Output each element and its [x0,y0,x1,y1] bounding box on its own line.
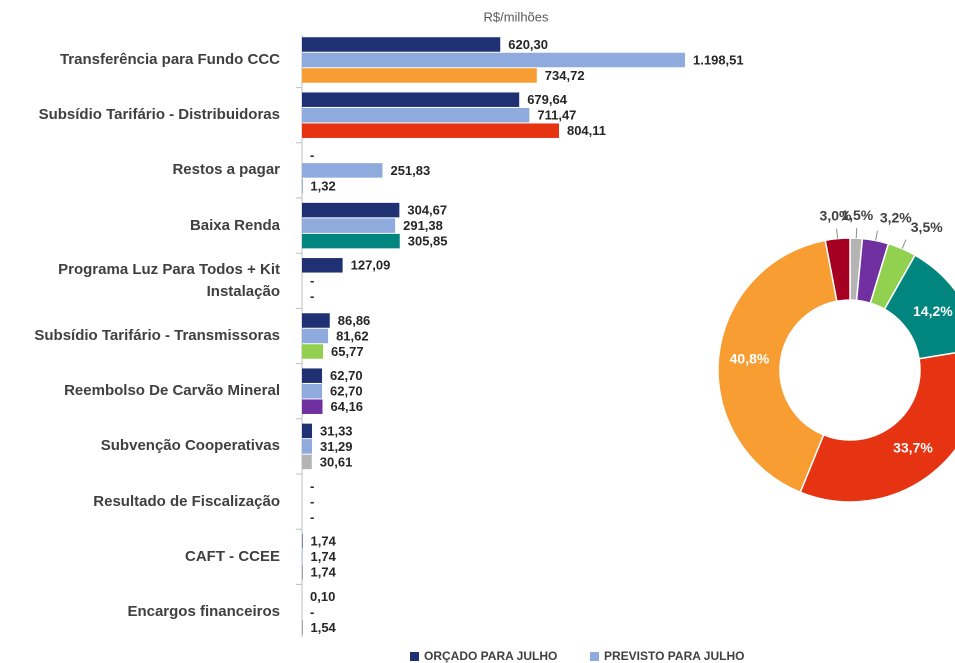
donut-slice [799,352,955,503]
slice-label: 3,5% [911,219,943,235]
bar [302,202,400,218]
value-label: 679,64 [527,92,568,107]
axis-label: R$/milhões [483,9,549,24]
bar [302,92,520,107]
value-label: 804,11 [567,123,606,138]
legend-label: PREVISTO PARA JULHO [604,649,744,663]
value-label: 64,16 [331,399,364,414]
donut-slice [824,237,851,303]
value-label: 1,54 [310,620,336,635]
slice-label: 3,0% [820,207,852,223]
leader-line [875,230,879,241]
bar [302,52,686,68]
bar [302,549,303,565]
category-label: Subvenção Cooperativas [100,437,280,455]
value-label: 734,72 [545,68,585,83]
slice-label: 1,5% [841,207,873,223]
category-label: Resultado de Fiscalização [93,492,280,510]
value-label: 31,29 [320,439,353,454]
value-label: 251,83 [390,163,430,178]
slice-label: 3,2% [880,210,912,226]
bar [302,344,324,359]
bar [302,565,303,580]
value-label: 65,77 [331,344,364,359]
category-label: Reembolso De Carvão Mineral [64,382,280,400]
category-label: Restos a pagar [172,161,280,179]
legend-swatch [590,652,599,661]
category-label: Baixa Renda [189,216,280,234]
donut-slice [883,254,955,360]
value-label: 81,62 [336,328,369,343]
category-label: Subsídio Tarifário - Distribuidoras [38,106,280,124]
bar [302,423,313,439]
donut-slice [717,239,838,494]
bar [302,258,343,273]
value-label: 291,38 [403,218,443,233]
value-label: 1,74 [311,565,337,580]
bar [302,399,323,414]
value-label: 711,47 [537,108,576,123]
category-label: Encargos financeiros [127,603,280,620]
value-label: 620,30 [508,37,548,52]
bar [302,107,530,123]
bar [302,68,537,83]
value-label: 86,86 [338,313,371,328]
legend-label: ORÇADO PARA JULHO [424,649,557,663]
value-label: 1.198,51 [693,52,744,67]
bar [302,439,312,454]
value-label: - [310,273,314,288]
category-label: CAFT - CCEE [185,547,280,565]
value-label: 31,33 [320,423,353,438]
category-label: Transferência para Fundo CCC [59,51,280,68]
value-label: 127,09 [351,258,391,273]
bar [302,368,323,383]
leader-line [836,228,839,239]
value-label: 62,70 [330,368,363,383]
category-label: Programa Luz Para Todos + Kit Instalação [58,260,280,300]
leader-line [901,239,907,249]
bar [302,328,329,344]
value-label: - [310,510,314,525]
bar [302,163,383,178]
value-label: - [310,604,314,619]
value-label: 62,70 [330,384,363,399]
value-label: 1,32 [310,178,335,193]
value-label: - [310,494,314,509]
value-label: - [310,147,314,162]
bar [302,313,330,328]
legend-swatch [410,652,419,661]
value-label: - [310,479,314,494]
bar [302,454,312,470]
slice-label: 33,7% [893,440,933,456]
value-label: 30,61 [320,454,353,469]
bar [302,383,323,399]
value-label: 1,74 [311,549,337,564]
value-label: - [310,289,314,304]
value-label: 1,74 [311,534,337,549]
category-label: Subsídio Tarifário - Transmissoras [34,327,280,344]
bar [302,123,559,138]
value-label: 305,85 [408,234,448,249]
value-label: 304,67 [407,203,447,218]
slice-label: 14,2% [913,303,953,319]
bar [302,218,396,233]
value-label: 0,10 [310,589,335,604]
bar [302,534,303,549]
slice-label: 40,8% [730,351,770,367]
bar [302,233,400,249]
bar [302,37,501,52]
